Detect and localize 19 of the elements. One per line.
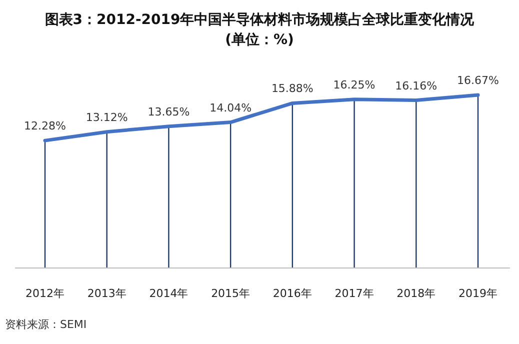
x-tick-label: 2012年	[26, 287, 64, 300]
data-label: 13.65%	[148, 105, 190, 118]
data-label: 16.25%	[333, 78, 376, 92]
chart-subtitle: (单位：%)	[225, 32, 294, 48]
x-tick-label: 2018年	[396, 287, 436, 300]
chart-title: 图表3：2012-2019年中国半导体材料市场规模占全球比重变化情况	[44, 11, 476, 28]
data-label: 14.04%	[210, 101, 252, 114]
x-tick-label: 2014年	[149, 287, 188, 300]
data-label: 15.88%	[271, 82, 314, 96]
data-label: 16.16%	[395, 79, 438, 92]
data-label: 13.12%	[86, 110, 128, 124]
x-tick-label: 2019年	[458, 287, 498, 300]
x-tick-label: 2017年	[334, 287, 374, 300]
x-tick-label: 2016年	[272, 287, 312, 300]
x-tick-label: 2015年	[211, 287, 250, 300]
x-tick-label: 2013年	[87, 287, 126, 300]
data-label: 16.67%	[457, 74, 499, 87]
text: 资料来源：SEMI	[5, 318, 87, 331]
data-label: 12.28%	[24, 120, 66, 133]
